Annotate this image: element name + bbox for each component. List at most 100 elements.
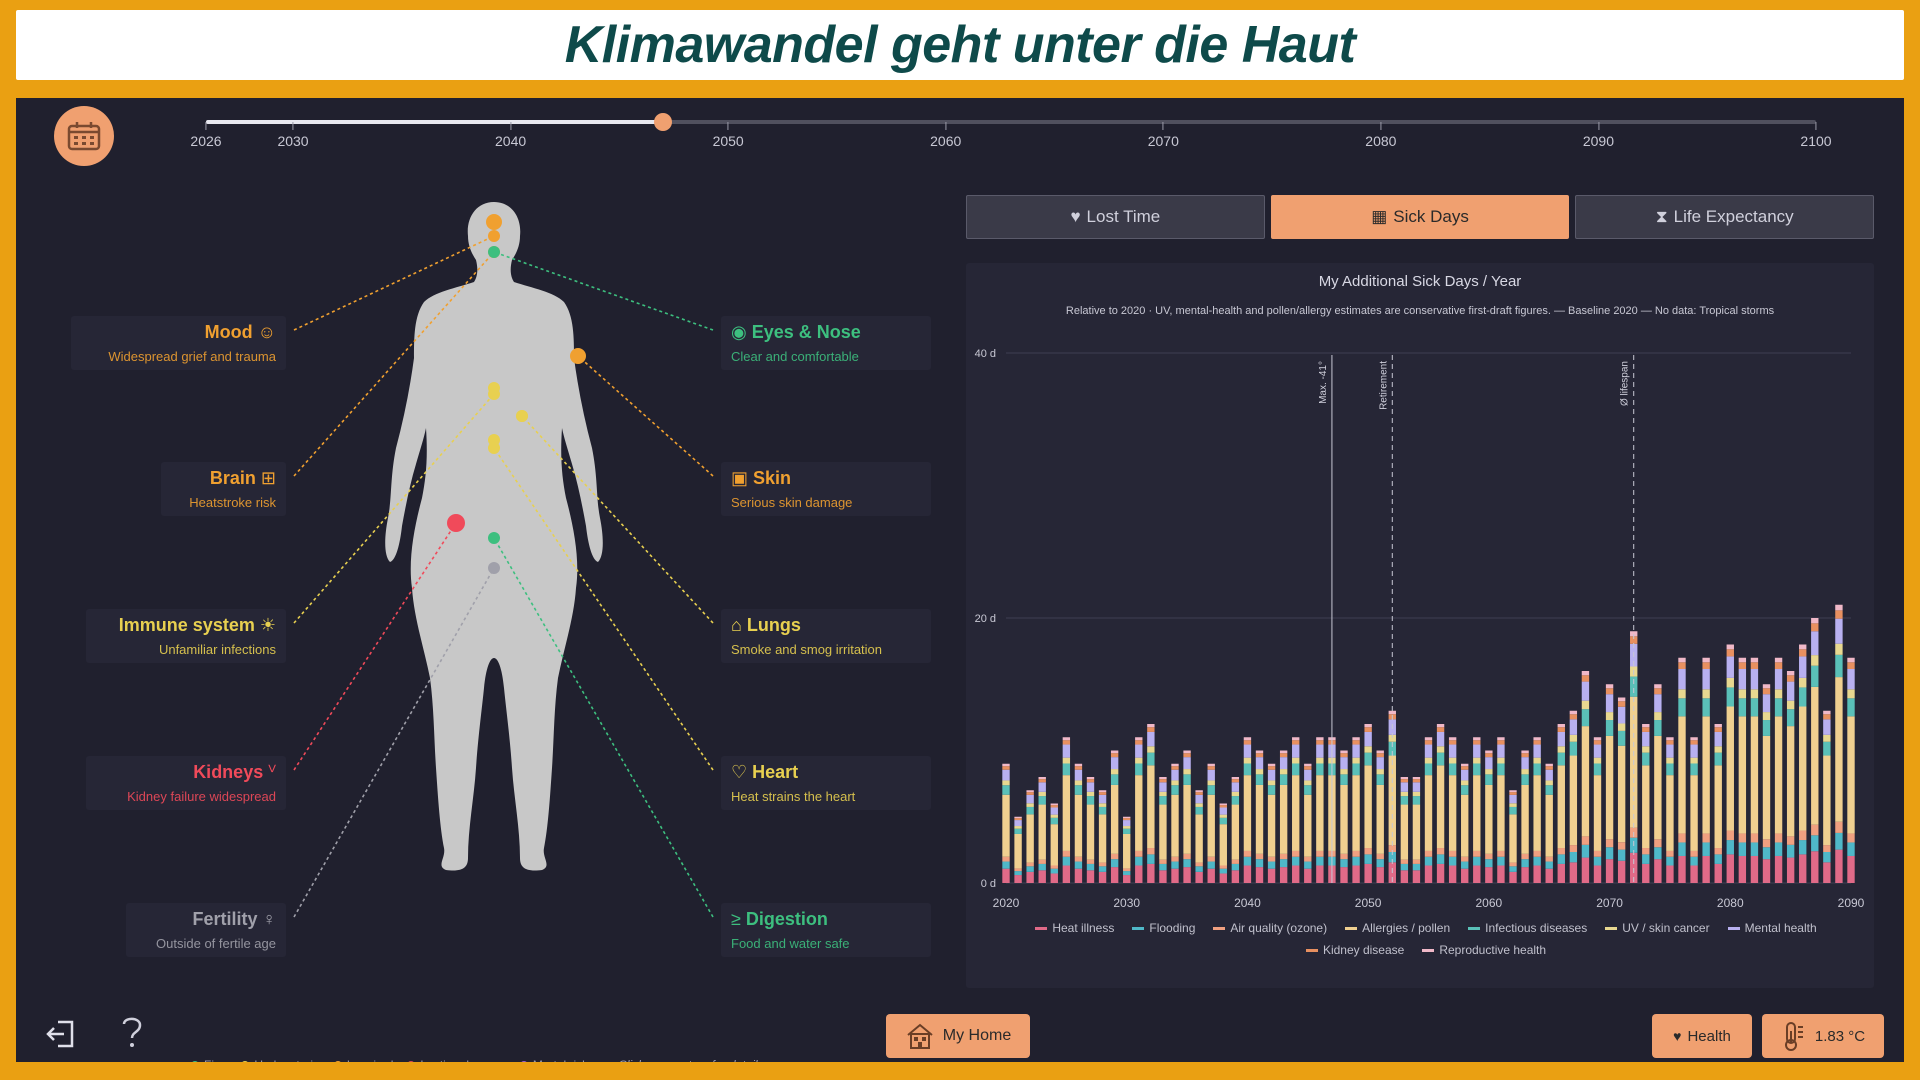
bar-segment <box>1255 853 1264 860</box>
legend-label: Infectious diseases <box>1485 921 1588 935</box>
bar-segment <box>1412 863 1421 871</box>
bar-segment <box>1123 875 1131 883</box>
chart-legend-item[interactable]: Mental health <box>1727 921 1817 935</box>
bar-segment <box>1485 757 1493 770</box>
organ-label-skin[interactable]: ▣ Skin Serious skin damage <box>721 462 931 516</box>
bar-segment <box>1799 854 1807 883</box>
bar-segment <box>1098 806 1107 815</box>
chart-legend-item[interactable]: Air quality (ozone) <box>1213 921 1327 935</box>
chart-legend-item[interactable]: Kidney disease <box>1305 943 1404 957</box>
organ-description: Clear and comfortable <box>731 349 859 364</box>
bar-segment <box>1147 724 1155 728</box>
bar-segment <box>1485 750 1493 754</box>
tab-sick-days[interactable]: ▦ Sick Days <box>1270 195 1570 239</box>
my-home-label: My Home <box>942 1027 1012 1044</box>
chart-legend-item[interactable]: Heat illness <box>1035 921 1114 935</box>
bar-segment <box>1533 744 1541 758</box>
bar-segment <box>1738 716 1747 834</box>
organ-name: ▣ Skin <box>731 468 921 489</box>
bar-segment <box>1823 710 1831 715</box>
bar-segment <box>1823 734 1831 742</box>
chart-legend-item[interactable]: Reproductive health <box>1422 943 1546 957</box>
organ-label-digestion[interactable]: ≥ Digestion Food and water safe <box>721 903 931 957</box>
bar-segment <box>1533 775 1541 851</box>
status-dot <box>191 1061 199 1062</box>
bar-segment <box>1195 803 1203 807</box>
bar-segment <box>1123 826 1131 829</box>
status-legend-label: Fine <box>204 1058 227 1062</box>
bar-segment <box>1123 816 1131 819</box>
chart-legend-item[interactable]: Infectious diseases <box>1468 921 1587 935</box>
bar-segment <box>1521 750 1529 754</box>
eyes-marker[interactable] <box>488 246 500 258</box>
skin-marker[interactable] <box>570 348 586 364</box>
chart-legend-item[interactable]: Allergies / pollen <box>1345 921 1450 935</box>
help-icon[interactable] <box>112 1012 152 1052</box>
chart-legend-item[interactable]: UV / skin cancer <box>1605 921 1710 935</box>
bar-segment <box>1195 866 1203 872</box>
bar-segment <box>1774 662 1783 670</box>
bar-segment <box>1316 856 1324 866</box>
legend-swatch <box>1132 926 1145 930</box>
bar-segment <box>1497 740 1505 745</box>
bar-segment <box>1050 807 1058 815</box>
bar-segment <box>1183 859 1191 868</box>
bar-segment <box>1062 737 1071 741</box>
organ-marker[interactable] <box>516 410 528 422</box>
bar-segment <box>1376 867 1384 883</box>
chart-legend-item[interactable]: Flooding <box>1132 921 1195 935</box>
organ-label-fertility[interactable]: Fertility ♀ Outside of fertile age <box>126 903 286 957</box>
organ-label-heart[interactable]: ♡ Heart Heat strains the heart <box>721 756 931 810</box>
bar-segment <box>1714 848 1722 855</box>
year-timeline[interactable]: 2026 2030 2040 2050 2060 2070 2080 2090 2100 <box>190 113 1832 158</box>
bar-segment <box>1617 701 1626 707</box>
bar-segment <box>1171 868 1179 883</box>
kidney-icon: ⱽ <box>268 762 276 782</box>
bar-segment <box>1762 688 1771 695</box>
temperature-button[interactable]: 1.83 °C <box>1762 1014 1884 1058</box>
tab-life-expectancy[interactable]: ⧗ Life Expectancy <box>1575 195 1875 239</box>
bar-segment <box>1678 842 1686 856</box>
kidneys-marker[interactable] <box>447 514 465 532</box>
organ-label-brain[interactable]: Brain ⊞ Heatstroke risk <box>161 462 286 516</box>
bar-segment <box>1726 677 1734 688</box>
bar-segment <box>1593 737 1602 741</box>
organ-label-immune[interactable]: Immune system ☀ Unfamiliar infections <box>86 609 286 663</box>
bar-segment <box>1376 853 1384 860</box>
organ-marker[interactable] <box>488 434 500 446</box>
bar-segment <box>1497 757 1505 764</box>
organ-label-eyes[interactable]: ◉ Eyes & Nose Clear and comfortable <box>721 316 931 370</box>
my-home-button[interactable]: My Home <box>886 1014 1030 1058</box>
bar-segment <box>1135 865 1143 883</box>
timeline-slider-handle[interactable] <box>653 113 672 131</box>
exit-icon[interactable] <box>44 1016 80 1052</box>
bar-segment <box>1811 824 1819 836</box>
bar-segment <box>1183 774 1191 785</box>
organ-label-mood[interactable]: Mood ☺ Widespread grief and trauma <box>71 316 286 370</box>
organ-marker[interactable] <box>488 382 500 394</box>
bar-segment <box>1171 861 1179 869</box>
bar-segment <box>1811 618 1819 624</box>
health-button[interactable]: ♥ Health <box>1652 1014 1752 1058</box>
bar-segment <box>1267 868 1276 883</box>
digestion-marker[interactable] <box>488 532 500 544</box>
bar-segment <box>1726 840 1734 855</box>
fertility-marker[interactable] <box>488 562 500 574</box>
mood-marker-secondary[interactable] <box>486 214 502 230</box>
bar-segment <box>1473 856 1481 866</box>
tab-lost-time[interactable]: ♥ Lost Time <box>966 195 1265 239</box>
bar-segment <box>1497 775 1505 851</box>
calendar-button[interactable] <box>54 106 114 166</box>
timeline-track[interactable] <box>206 120 1816 124</box>
bar-segment <box>1690 850 1698 857</box>
bar-segment <box>1847 657 1855 663</box>
bar-segment <box>1666 850 1674 857</box>
bar-segment <box>1243 856 1252 866</box>
organ-label-lungs[interactable]: ⌂ Lungs Smoke and smog irritation <box>721 609 931 663</box>
bar-segment <box>1171 856 1179 862</box>
bar-segment <box>1219 805 1227 808</box>
bar-segment <box>1545 868 1553 883</box>
organ-label-kidneys[interactable]: Kidneys ⱽ Kidney failure widespread <box>86 756 286 810</box>
mood-marker[interactable] <box>488 230 500 242</box>
